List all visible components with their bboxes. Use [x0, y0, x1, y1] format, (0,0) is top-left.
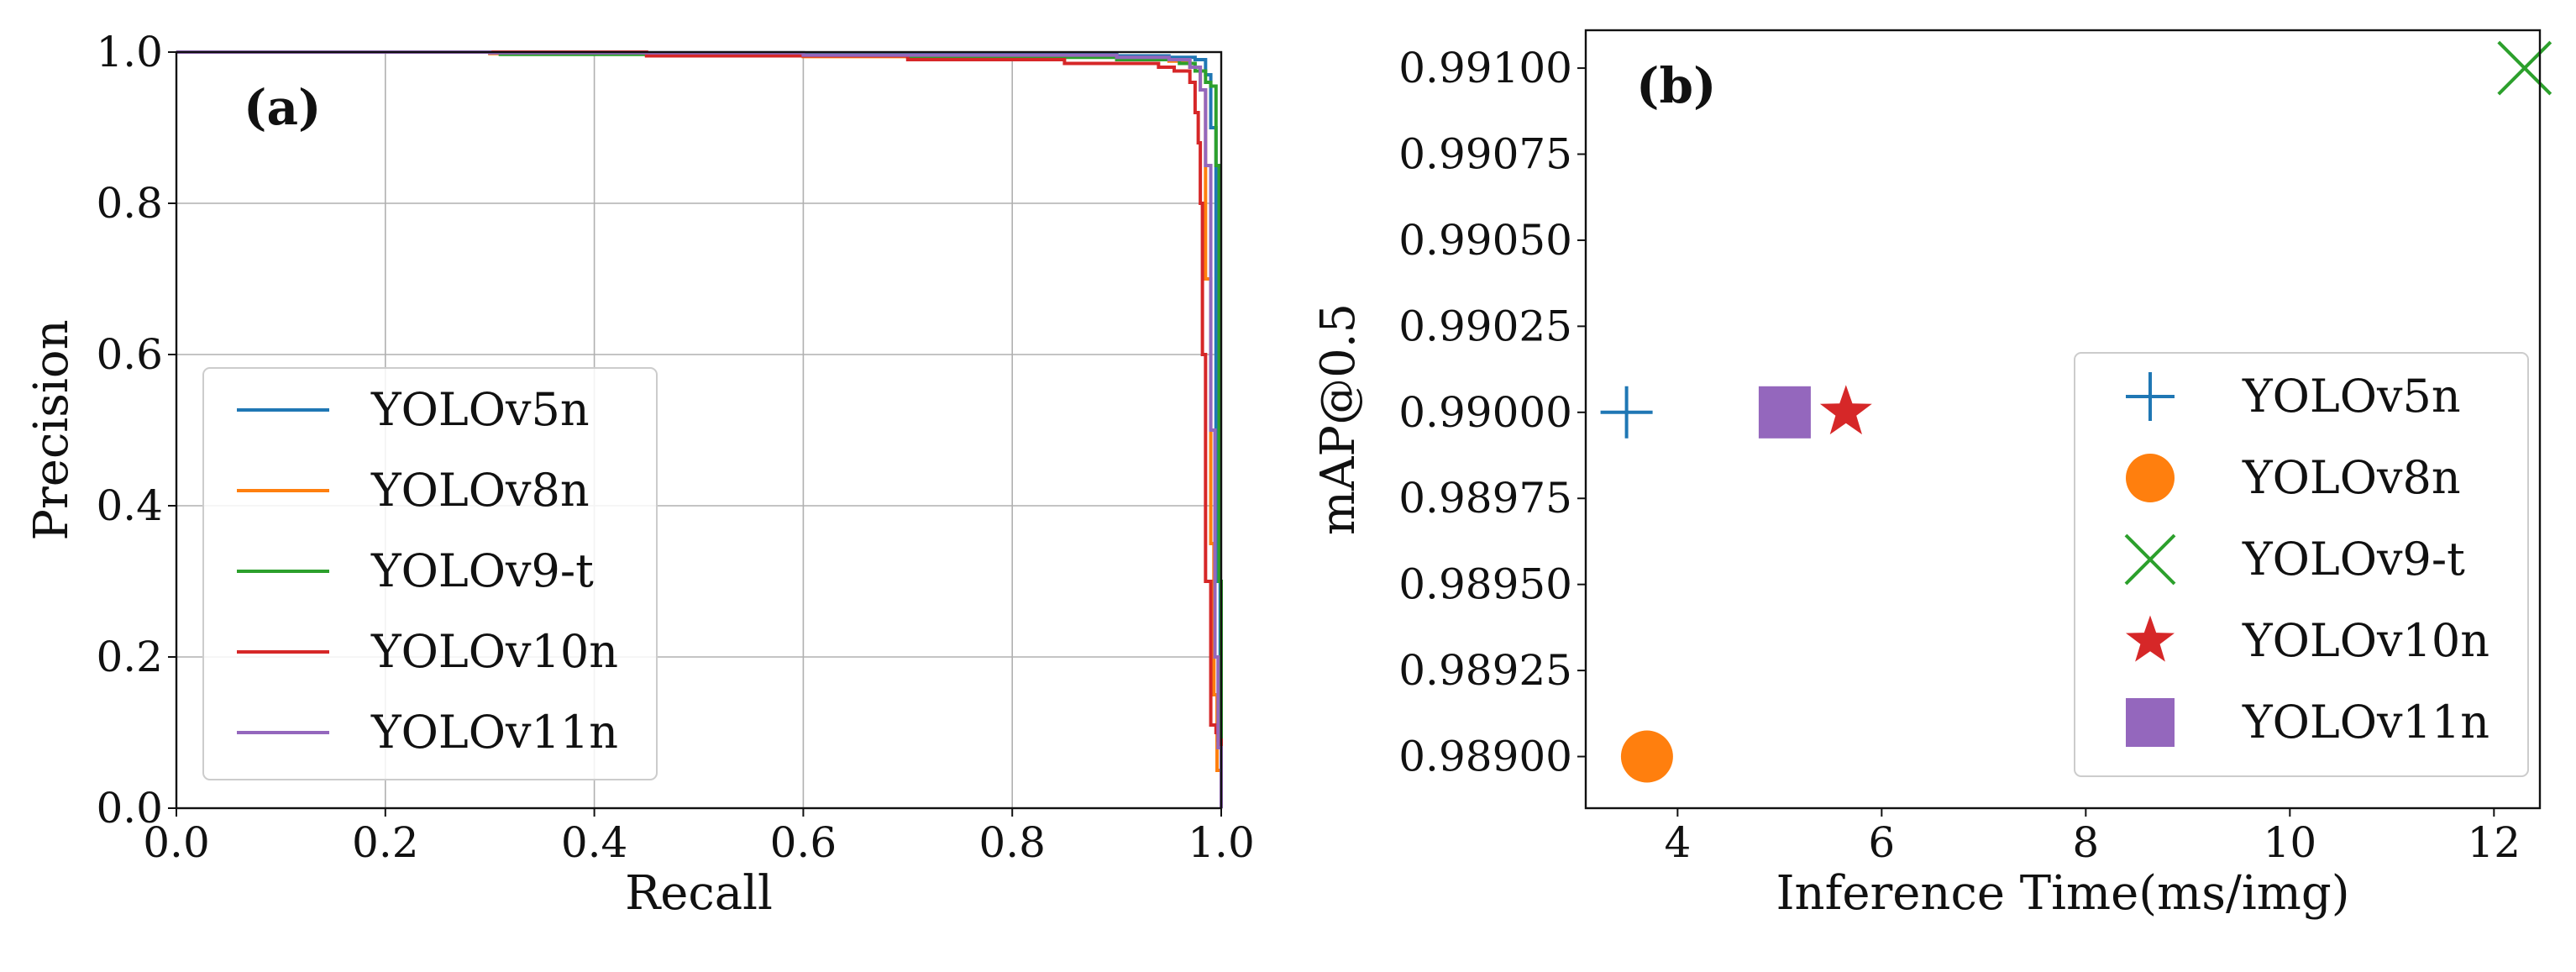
y-tick-label: 1.0	[96, 28, 163, 76]
legend-item-yolov10n: YOLOv10n	[237, 625, 618, 678]
y-axis-ticks: 0.98900 0.98925 0.98950 0.98975 0.99000 0.990…	[1398, 44, 1586, 781]
y-tick-label: 0.98900	[1398, 733, 1572, 781]
legend-label-yolov9-t: YOLOv9-t	[370, 544, 594, 597]
legend-marker-yolov5n	[2126, 372, 2175, 421]
point-yolov5n	[1600, 386, 1653, 439]
legend-item-yolov5n: YOLOv5n	[237, 383, 590, 436]
x-tick-label: 0.4	[561, 818, 628, 867]
x-axis-title: Recall	[625, 866, 773, 921]
y-tick-label: 0.8	[96, 179, 163, 228]
y-axis-title: Precision	[24, 319, 79, 540]
panel-b-map-vs-inference-time: 4 6 8 10 12 0.98900 0.98925 0.98950 0.98975 0.990…	[1311, 29, 2552, 921]
x-tick-label: 1.0	[1188, 818, 1255, 867]
x-tick-label: 6	[1868, 818, 1895, 867]
y-tick-label: 0.99100	[1398, 44, 1572, 92]
y-tick-label: 0.98925	[1398, 646, 1572, 695]
y-tick-label: 0.99025	[1398, 302, 1572, 350]
data-series	[1600, 40, 2552, 783]
point-yolov9-t	[2497, 40, 2552, 96]
x-tick-label: 10	[2264, 818, 2317, 867]
x-tick-label: 0.8	[978, 818, 1046, 867]
legend-item-yolov9-t: YOLOv9-t	[2124, 533, 2465, 586]
y-tick-label: 0.99050	[1398, 216, 1572, 265]
y-tick-label: 0.98975	[1398, 474, 1572, 523]
legend-item-yolov11n: YOLOv11n	[2126, 696, 2489, 749]
legend-marker-yolov11n	[2126, 698, 2175, 747]
legend-item-yolov10n: YOLOv10n	[2126, 614, 2489, 667]
y-axis-title: mAP@0.5	[1311, 303, 1366, 535]
y-tick-label: 0.4	[96, 481, 163, 530]
legend-label-yolov8n: YOLOv8n	[370, 464, 590, 517]
y-tick-label: 0.6	[96, 330, 163, 379]
legend-marker-yolov10n	[2126, 615, 2175, 662]
point-yolov9-t-d2	[2497, 40, 2552, 96]
point-yolov11n	[1758, 386, 1811, 439]
x-tick-label: 4	[1664, 818, 1691, 867]
x-axis-ticks: 0.0 0.2 0.4 0.6 0.8 1.0	[143, 808, 1255, 867]
legend-item-yolov8n: YOLOv8n	[2126, 451, 2461, 504]
y-tick-label: 0.2	[96, 633, 163, 681]
y-tick-label: 0.99000	[1398, 388, 1572, 437]
legend-marker-yolov9-t-d2	[2124, 533, 2176, 586]
y-axis-ticks: 0.0 0.2 0.4 0.6 0.8 1.0	[96, 28, 176, 833]
legend-item-yolov8n: YOLOv8n	[237, 464, 590, 517]
plot-frame	[175, 50, 1223, 810]
x-axis-ticks: 4 6 8 10 12	[1664, 808, 2521, 867]
legend-item-yolov5n: YOLOv5n	[2126, 370, 2461, 423]
legend-label-yolov11n: YOLOv11n	[2242, 696, 2489, 749]
legend-label-yolov5n: YOLOv5n	[370, 383, 590, 436]
legend: YOLOv5n YOLOv8n YOLOv9-t YOLOv10n YOLOv11n	[202, 367, 658, 780]
series-line-yolov11n	[176, 50, 1223, 808]
legend-label-yolov9-t: YOLOv9-t	[2242, 533, 2465, 586]
legend-item-yolov11n: YOLOv11n	[237, 706, 618, 759]
point-yolov8n	[1620, 730, 1673, 783]
x-tick-label: 0.0	[143, 818, 210, 867]
x-tick-label: 12	[2468, 818, 2521, 867]
data-series	[176, 50, 1223, 808]
legend-label-yolov10n: YOLOv10n	[2242, 614, 2489, 667]
panel-label: (a)	[244, 79, 321, 136]
panel-label: (b)	[1636, 57, 1716, 114]
x-tick-label: 0.6	[770, 818, 837, 867]
legend-label-yolov10n: YOLOv10n	[370, 625, 618, 678]
y-tick-label: 0.0	[96, 784, 163, 833]
legend-marker-yolov8n	[2126, 454, 2175, 502]
legend: YOLOv5n YOLOv8n YOLOv9-t YOLOv10n YOLOv11n	[2074, 352, 2529, 777]
legend-box	[2074, 352, 2529, 777]
x-axis-title: Inference Time(ms/img)	[1776, 866, 2349, 921]
legend-label-yolov5n: YOLOv5n	[2242, 370, 2461, 423]
x-tick-label: 0.2	[352, 818, 419, 867]
y-tick-label: 0.98950	[1398, 560, 1572, 609]
series-line-yolov10n	[176, 50, 1223, 808]
panel-a-precision-recall: 0.0 0.2 0.4 0.6 0.8 1.0 0.0 0.2 0.4 0.6 0.8 1.0 Reca…	[24, 28, 1255, 921]
legend-label-yolov11n: YOLOv11n	[370, 706, 618, 759]
point-yolov10n	[1819, 385, 1872, 435]
y-tick-label: 0.99075	[1398, 130, 1572, 179]
legend-item-yolov9-t: YOLOv9-t	[237, 544, 594, 597]
legend-label-yolov8n: YOLOv8n	[2242, 451, 2461, 504]
legend-box	[202, 367, 658, 780]
plot-frame	[1584, 29, 2542, 810]
legend-marker-yolov9-t	[2124, 533, 2176, 586]
x-tick-label: 8	[2072, 818, 2099, 867]
